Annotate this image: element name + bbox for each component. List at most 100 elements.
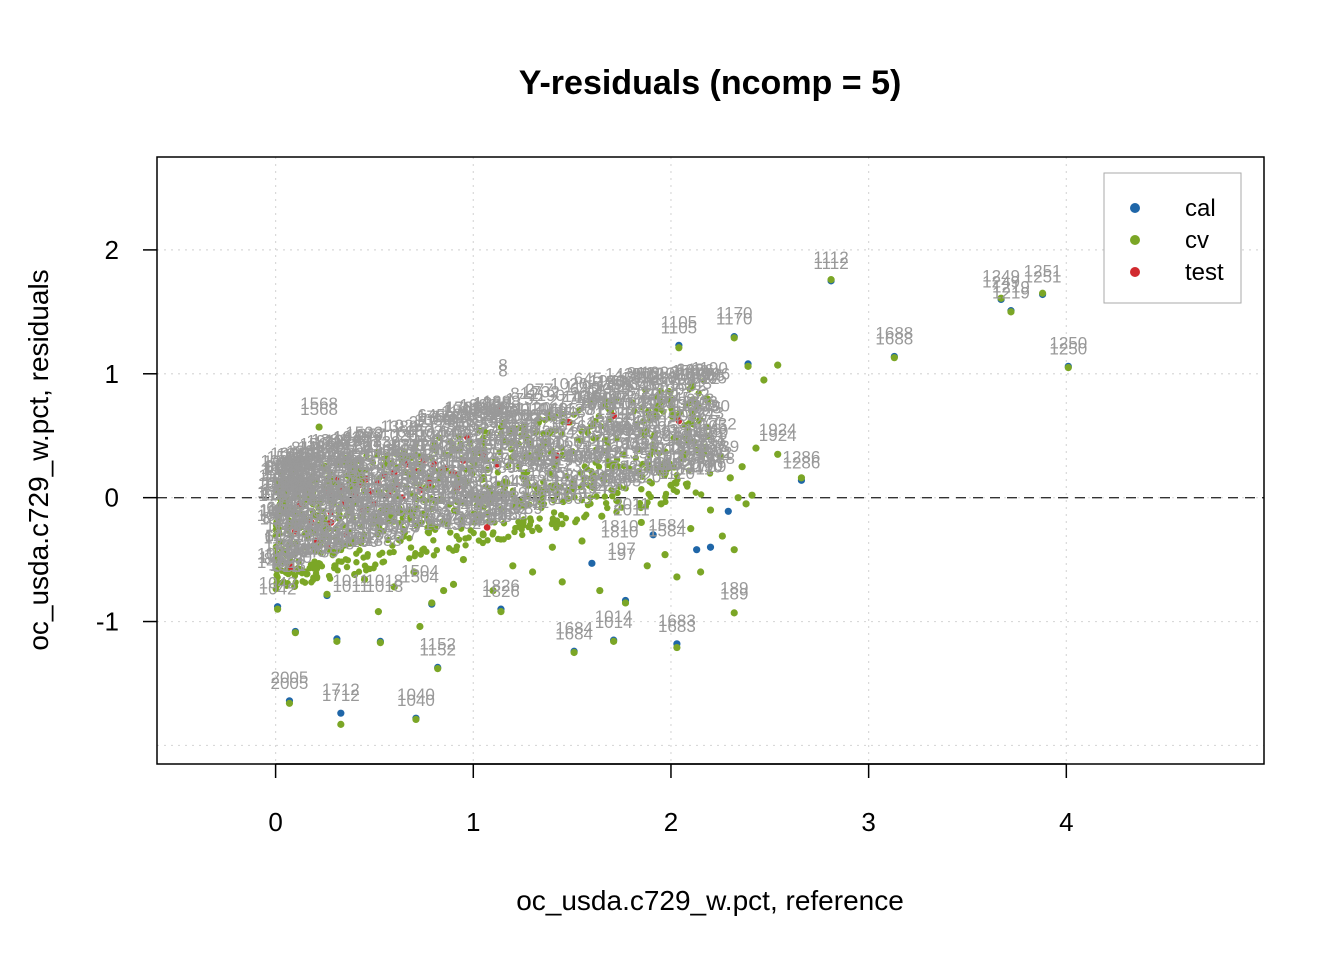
cv-point	[550, 509, 558, 516]
point-label: 1732	[559, 484, 597, 503]
cv-point	[281, 549, 290, 558]
cv-point	[366, 565, 373, 573]
point-label: 812	[410, 442, 438, 461]
cv-point	[323, 590, 331, 598]
cv-point	[371, 513, 379, 520]
cv-point	[500, 490, 508, 498]
point-label: 645	[306, 519, 334, 538]
cv-point	[620, 462, 627, 470]
cv-point	[319, 533, 326, 541]
test-point	[295, 500, 303, 508]
point-label: 1502	[504, 406, 542, 425]
cv-point	[416, 460, 423, 468]
cv-point	[669, 406, 676, 414]
point-label: 1568	[300, 400, 338, 419]
point-label: 1120	[327, 451, 364, 470]
cv-point	[440, 586, 448, 595]
cv-point	[533, 484, 540, 492]
cv-point	[1039, 289, 1047, 297]
cv-point	[335, 460, 343, 468]
point-label: 1026	[459, 395, 497, 414]
point-label: 1605	[265, 516, 303, 535]
point-label: 645	[651, 461, 679, 480]
cv-point	[376, 491, 383, 499]
cv-point	[730, 609, 738, 617]
cv-point	[425, 518, 433, 526]
point-label: 1789	[412, 426, 450, 445]
cv-point	[760, 376, 768, 384]
cv-point	[526, 501, 533, 508]
point-label: 1026	[391, 473, 429, 492]
cv-point	[546, 430, 553, 437]
y-tick-label: 2	[105, 235, 119, 265]
cv-point	[413, 451, 420, 459]
point-label: 1049	[428, 424, 466, 443]
cv-point	[557, 511, 565, 519]
point-label: 1605	[270, 444, 308, 463]
point-label: 1311	[621, 369, 658, 388]
cv-point	[411, 552, 418, 560]
point-label: 1388	[282, 540, 320, 559]
cv-point	[399, 525, 407, 533]
cv-point	[411, 443, 419, 450]
cal-point	[588, 559, 596, 567]
point-label: 1049	[434, 441, 472, 460]
test-point	[420, 457, 428, 464]
cv-point	[599, 476, 607, 483]
cv-point	[439, 518, 446, 525]
test-point	[394, 481, 402, 489]
cv-point	[655, 450, 663, 457]
point-label: 1311	[527, 433, 564, 452]
cv-point	[527, 517, 535, 525]
cv-point	[619, 451, 627, 458]
point-label: 903	[279, 456, 307, 475]
cv-point	[540, 494, 547, 501]
cv-point	[275, 508, 283, 515]
cv-point	[718, 532, 726, 540]
chart-title: Y-residuals (ncomp = 5)	[519, 64, 902, 102]
cv-point	[552, 427, 559, 434]
cv-point	[997, 294, 1005, 302]
point-label: 1502	[449, 488, 487, 507]
cv-point	[291, 583, 298, 590]
cv-point	[632, 454, 640, 462]
cv-point	[491, 491, 498, 499]
test-point	[325, 489, 333, 497]
cv-point	[646, 417, 654, 424]
y-tick-label: -1	[96, 607, 119, 637]
point-label: 1789	[582, 441, 620, 460]
point-label: 1190	[459, 491, 496, 510]
cv-point	[330, 499, 338, 506]
point-label: 1190	[409, 457, 446, 476]
cv-point	[685, 467, 693, 474]
cv-point	[386, 505, 394, 512]
cv-point	[605, 406, 613, 413]
cv-point	[609, 492, 616, 500]
cv-point	[332, 525, 340, 533]
cv-point	[314, 521, 322, 528]
point-label: 1026	[550, 375, 588, 394]
point-label: 1502	[427, 478, 465, 497]
cv-point	[639, 473, 646, 480]
cv-point	[563, 472, 570, 480]
cv-point	[504, 462, 512, 469]
cv-point	[511, 454, 518, 462]
cv-point	[734, 494, 742, 502]
cv-point	[609, 460, 617, 468]
cv-point	[310, 497, 317, 505]
point-label: 1388	[381, 471, 419, 490]
point-label: 903	[265, 457, 293, 476]
cv-point	[636, 499, 644, 507]
cv-point	[583, 465, 591, 473]
cv-point	[363, 452, 370, 459]
cv-point	[398, 454, 405, 462]
cv-point	[655, 402, 662, 410]
cv-point	[497, 423, 505, 431]
point-label: 1049	[490, 484, 528, 503]
cv-point	[333, 533, 340, 541]
point-label: 812	[288, 471, 316, 490]
cal-point	[649, 531, 657, 539]
point-label: 1190	[469, 485, 506, 504]
test-point	[307, 485, 315, 493]
cv-point	[372, 561, 379, 568]
